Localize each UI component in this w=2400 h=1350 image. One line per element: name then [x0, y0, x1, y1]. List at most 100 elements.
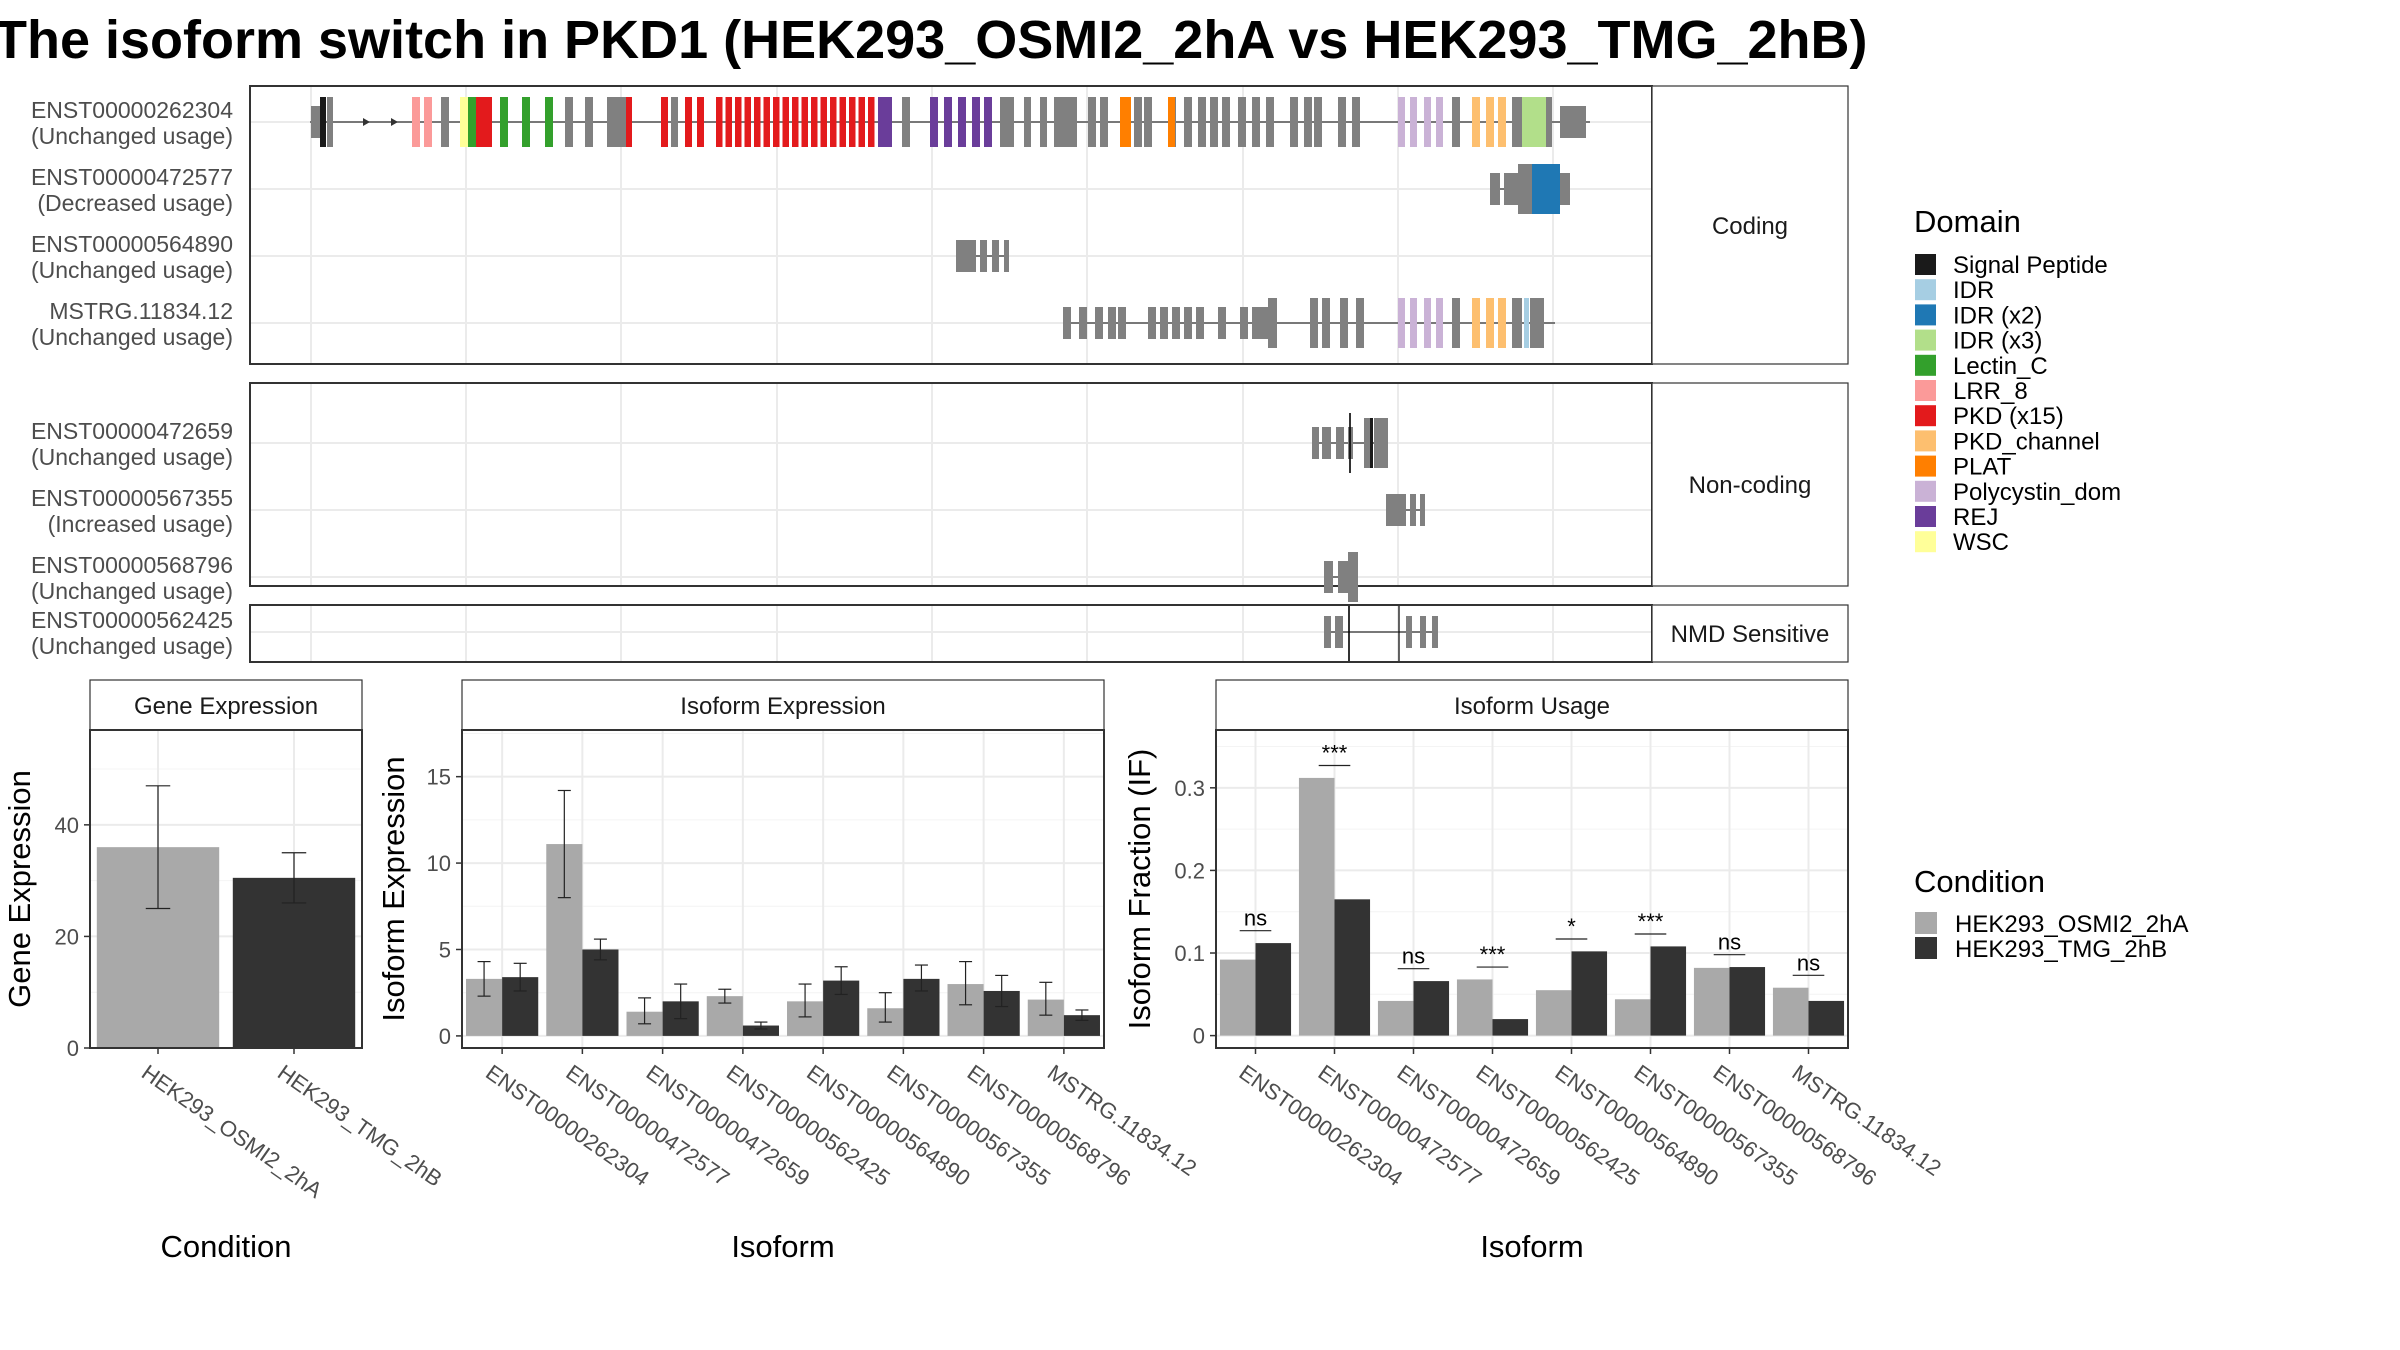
exon-block — [1024, 97, 1031, 147]
exon-block — [902, 97, 910, 147]
domain-legend-key — [1915, 279, 1936, 301]
exon-block — [944, 97, 952, 147]
domain-legend-label: Signal Peptide — [1953, 252, 2108, 279]
noncoding-strip-label: Non-coding — [1689, 472, 1812, 499]
exon-block — [522, 97, 530, 147]
bar — [232, 877, 356, 1048]
exon-block — [1168, 97, 1175, 147]
exon-block — [1406, 616, 1412, 648]
exon-block — [1424, 97, 1431, 147]
domain-legend-key — [1915, 354, 1936, 376]
exon-block — [1338, 561, 1348, 593]
transcript-status: (Increased usage) — [48, 511, 233, 537]
bar — [1456, 979, 1493, 1036]
exon-block — [972, 97, 980, 147]
exon-block — [754, 97, 761, 147]
exon-block — [811, 97, 818, 147]
exon-block — [1324, 561, 1333, 593]
exon-block — [327, 97, 333, 147]
exon-block — [1452, 97, 1460, 147]
bar — [1693, 967, 1730, 1036]
y-tick-label: 20 — [55, 924, 79, 949]
transcript-id: ENST00000262304 — [31, 97, 233, 123]
transcript-status: (Unchanged usage) — [31, 444, 233, 470]
exon-block — [484, 97, 492, 147]
exon-block — [1322, 427, 1331, 459]
exon-block — [1532, 164, 1560, 214]
transcript-id: ENST00000567355 — [31, 485, 233, 511]
exon-block — [1118, 307, 1126, 339]
exon-block — [460, 97, 468, 147]
bar — [1772, 987, 1809, 1036]
y-axis-title: Isoform Fraction (IF) — [1122, 749, 1157, 1030]
exon-block — [878, 97, 892, 147]
bar — [1063, 1015, 1100, 1036]
domain-legend-label: IDR (x2) — [1953, 302, 2042, 329]
exon-block — [1410, 494, 1416, 526]
domain-legend-key — [1915, 304, 1936, 326]
exon-block — [1268, 298, 1277, 348]
exon-block — [685, 97, 692, 147]
bar — [1298, 777, 1335, 1036]
domain-legend-key — [1915, 480, 1936, 502]
exon-block — [1196, 307, 1204, 339]
transcript-status: (Unchanged usage) — [31, 123, 233, 149]
y-tick-label: 0 — [67, 1036, 79, 1061]
x-axis-title: Isoform — [731, 1229, 834, 1264]
exon-block — [830, 97, 837, 147]
exon-block — [1222, 97, 1230, 147]
exon-block — [735, 97, 742, 147]
y-axis-title: Isoform Expression — [376, 756, 411, 1021]
exon-block — [1304, 97, 1312, 147]
exon-block — [1348, 552, 1358, 602]
y-tick-label: 5 — [439, 937, 451, 962]
exon-block — [441, 97, 449, 147]
bar — [1492, 1019, 1529, 1036]
transcript-id: ENST00000568796 — [31, 552, 233, 578]
y-tick-label: 0.2 — [1174, 858, 1205, 883]
exon-block — [868, 97, 875, 147]
transcript-id: ENST00000472577 — [31, 164, 233, 190]
condition-legend-label: HEK293_TMG_2hB — [1955, 936, 2167, 963]
exon-block — [1238, 97, 1246, 147]
domain-legend-label: PKD (x15) — [1953, 403, 2064, 430]
exon-block — [476, 97, 484, 147]
domain-legend-label: Lectin_C — [1953, 353, 2048, 380]
exon-block — [1004, 240, 1009, 272]
exon-block — [801, 97, 808, 147]
bar — [1334, 899, 1371, 1036]
domain-legend-key — [1915, 329, 1936, 351]
exon-block — [1410, 298, 1417, 348]
bar — [1650, 946, 1687, 1036]
exon-block — [1148, 307, 1156, 339]
exon-block — [763, 97, 770, 147]
exon-block — [1040, 97, 1047, 147]
bar — [1255, 943, 1292, 1036]
exon-block — [671, 97, 678, 147]
exon-block — [1518, 164, 1532, 214]
exon-block — [1504, 173, 1518, 205]
y-axis-title: Gene Expression — [2, 770, 37, 1008]
exon-block — [1144, 97, 1152, 147]
domain-legend-label: Polycystin_dom — [1953, 479, 2121, 506]
exon-block — [1546, 97, 1552, 147]
significance-label: * — [1567, 914, 1576, 939]
coding-strip-label: Coding — [1712, 213, 1788, 240]
bar — [1614, 999, 1651, 1036]
domain-legend-label: WSC — [1953, 529, 2009, 556]
bar — [1219, 959, 1256, 1036]
exon-block — [958, 97, 966, 147]
y-tick-label: 10 — [427, 851, 451, 876]
exon-block — [1108, 307, 1116, 339]
exon-block — [1472, 97, 1480, 147]
exon-block — [545, 97, 553, 147]
strand-arrow — [391, 118, 398, 126]
domain-legend-key — [1915, 455, 1936, 477]
bar — [1729, 967, 1766, 1036]
significance-label: ns — [1402, 944, 1425, 969]
exon-block — [849, 97, 856, 147]
domain-legend-key — [1915, 380, 1936, 401]
panel-frame — [461, 729, 1105, 1049]
exon-block — [1374, 418, 1388, 468]
